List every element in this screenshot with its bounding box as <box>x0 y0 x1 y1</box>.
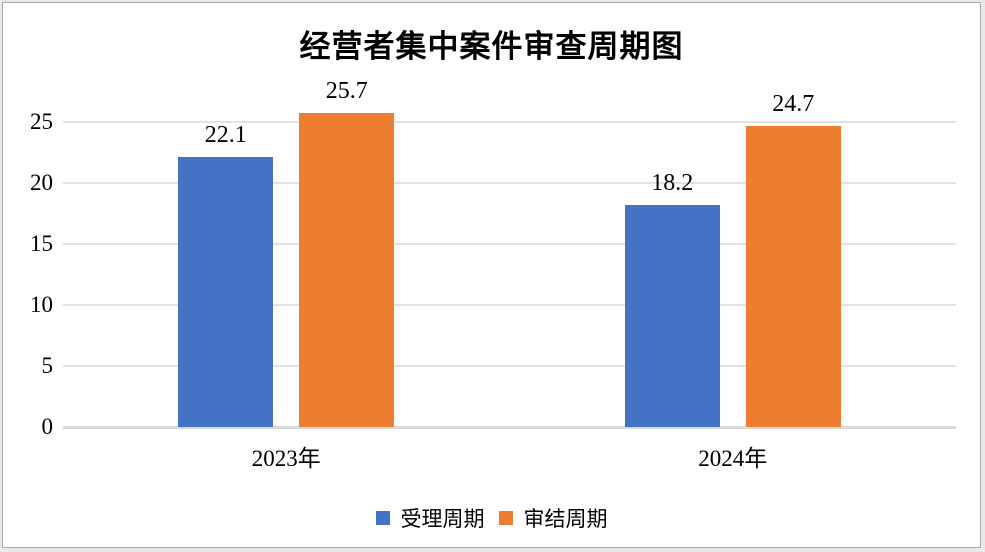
y-axis-tick-label: 20 <box>30 170 53 195</box>
legend-label: 审结周期 <box>523 507 608 531</box>
legend-label: 受理周期 <box>400 507 485 531</box>
y-gridline <box>63 182 956 184</box>
bar-受理周期-2024年 <box>624 204 720 427</box>
bar-审结周期-2024年 <box>745 125 841 427</box>
bar-value-label: 22.1 <box>204 122 247 149</box>
y-gridline <box>63 243 956 245</box>
bar-value-label: 24.7 <box>772 90 815 117</box>
x-axis-category-label: 2024年 <box>698 446 768 471</box>
legend-item-审结周期: 审结周期 <box>498 503 608 533</box>
y-axis-tick-label: 0 <box>41 414 54 439</box>
y-gridline <box>63 365 956 367</box>
legend-swatch-icon <box>498 511 513 525</box>
x-axis-category-label: 2023年 <box>251 446 321 471</box>
bar-审结周期-2023年 <box>299 113 395 427</box>
bar-value-label: 25.7 <box>325 78 368 105</box>
bar-value-label: 18.2 <box>651 169 694 196</box>
legend-swatch-icon <box>375 511 390 525</box>
y-axis-tick-label: 5 <box>41 353 54 378</box>
y-gridline <box>63 121 956 123</box>
x-axis-line <box>63 426 956 429</box>
y-gridline <box>63 304 956 306</box>
y-axis-tick-label: 15 <box>30 231 53 256</box>
chart-title: 经营者集中案件审查周期图 <box>299 29 684 64</box>
bar-受理周期-2023年 <box>178 157 274 427</box>
legend-item-受理周期: 受理周期 <box>375 503 485 533</box>
chart-legend: 受理周期 审结周期 <box>3 503 980 533</box>
y-axis-tick-label: 10 <box>30 292 53 317</box>
y-axis-tick-label: 25 <box>30 109 53 134</box>
